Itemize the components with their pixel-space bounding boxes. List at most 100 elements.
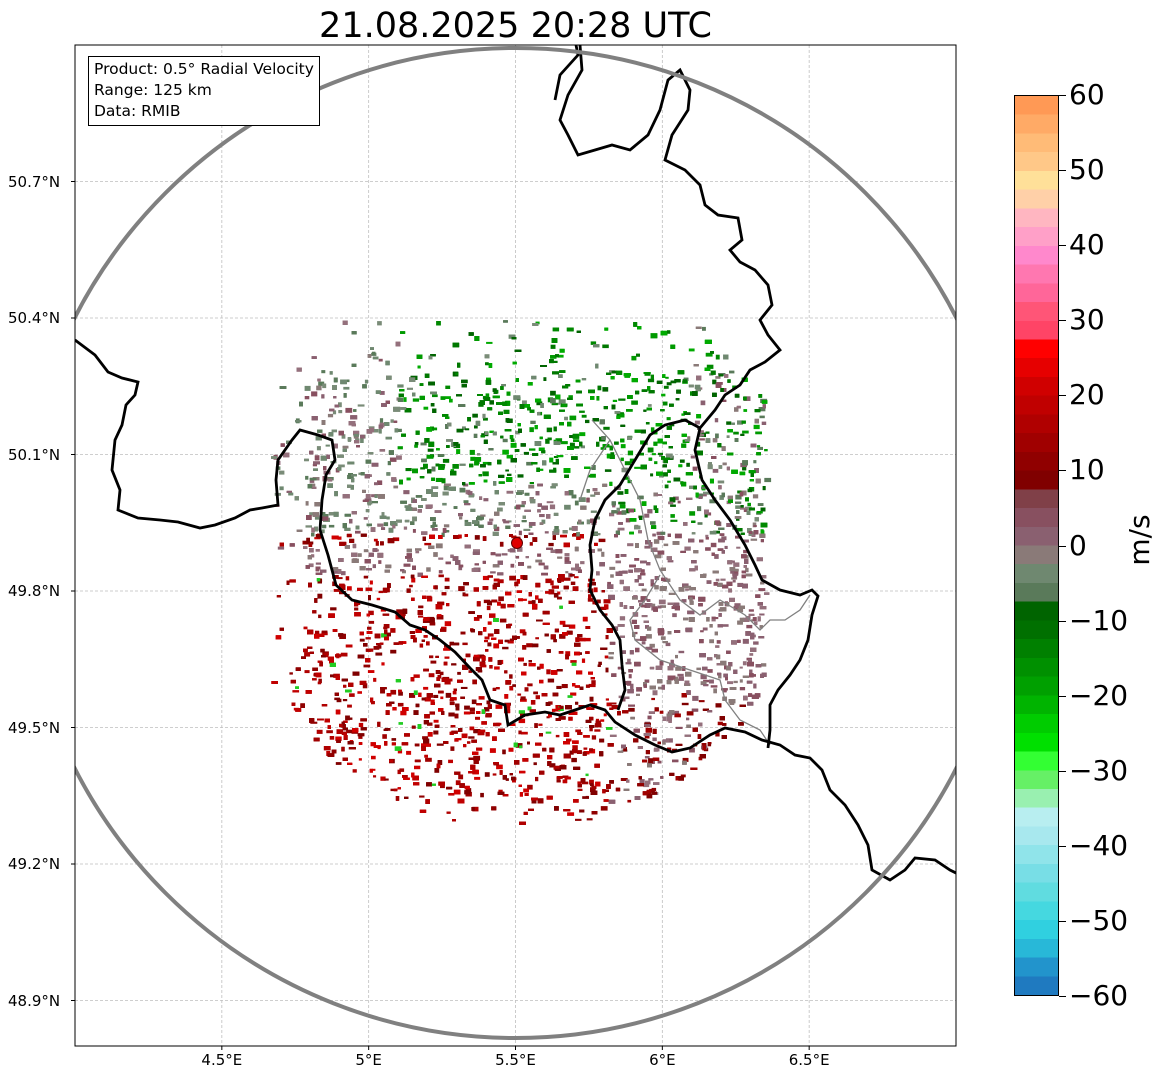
echo-pixel [709,499,716,504]
echo-pixel [442,502,447,506]
echo-pixel [368,620,375,624]
echo-pixel [342,699,348,702]
echo-pixel [705,352,713,357]
echo-pixel [606,727,613,730]
echo-pixel [489,518,494,522]
echo-pixel [635,638,641,641]
echo-pixel [753,641,759,645]
echo-pixel [736,517,740,521]
echo-pixel [700,674,707,680]
echo-pixel [576,536,581,540]
echo-pixel [316,385,322,391]
echo-pixel [760,530,765,536]
echo-pixel [332,581,336,587]
echo-pixel [528,484,535,489]
echo-pixel [474,457,482,462]
echo-pixel [474,425,478,429]
echo-pixel [433,730,439,735]
echo-pixel [567,695,573,698]
echo-pixel [550,390,556,396]
echo-pixel [609,566,616,570]
map-title: 21.08.2025 20:28 UTC [319,6,712,46]
echo-pixel [321,632,328,636]
echo-pixel [764,449,768,452]
echo-pixel [337,577,343,580]
echo-pixel [590,787,596,792]
echo-pixel [463,711,471,715]
echo-pixel [397,702,404,707]
echo-pixel [576,670,583,675]
echo-pixel [518,504,525,508]
echo-pixel [427,732,433,737]
echo-pixel [439,671,444,676]
echo-pixel [440,696,444,700]
echo-pixel [665,376,669,379]
echo-pixel [518,530,522,536]
echo-pixel [472,413,478,418]
echo-pixel [585,419,590,424]
echo-pixel [632,612,639,617]
echo-pixel [570,660,577,663]
echo-pixel [647,404,652,407]
echo-pixel [581,781,589,785]
echo-pixel [308,563,314,568]
echo-pixel [688,348,695,352]
echo-pixel [468,670,472,673]
echo-pixel [521,731,528,735]
echo-pixel [489,748,496,753]
echo-pixel [549,504,556,510]
echo-pixel [548,542,554,547]
echo-pixel [487,633,494,637]
echo-pixel [380,776,386,781]
echo-pixel [345,715,350,721]
echo-pixel [547,755,553,760]
echo-pixel [419,795,425,798]
echo-pixel [403,490,410,495]
echo-pixel [747,488,753,493]
echo-pixel [499,618,507,623]
echo-pixel [486,377,491,381]
echo-pixel [459,463,466,466]
echo-pixel [647,378,655,383]
echo-pixel [499,541,504,547]
echo-pixel [489,665,493,669]
echo-pixel [490,571,496,574]
echo-pixel [436,321,441,326]
echo-pixel [495,687,500,690]
echo-pixel [589,726,593,732]
echo-pixel [712,468,719,473]
echo-pixel [698,700,705,703]
echo-pixel [358,472,362,475]
echo-pixel [580,561,585,565]
echo-pixel [428,673,435,678]
echo-pixel [758,407,766,412]
echo-pixel [474,776,481,780]
echo-pixel [575,729,581,733]
echo-pixel [418,692,422,697]
echo-pixel [543,377,547,381]
echo-pixel [489,430,494,433]
echo-pixel [634,558,640,561]
echo-pixel [363,549,369,553]
echo-pixel [462,426,466,430]
echo-pixel [424,743,431,747]
echo-pixel [551,708,556,712]
echo-pixel [692,466,698,471]
echo-pixel [304,670,310,674]
echo-pixel [553,456,559,458]
echo-pixel [713,688,717,694]
echo-pixel [326,730,333,734]
echo-pixel [528,600,536,605]
echo-pixel [436,743,444,746]
echo-pixel [600,447,607,450]
echo-pixel [523,662,527,666]
echo-pixel [534,723,538,728]
echo-pixel [492,773,497,776]
echo-pixel [455,780,461,786]
echo-pixel [468,736,475,739]
echo-pixel [717,721,723,726]
echo-pixel [403,397,407,402]
echo-pixel [681,413,685,416]
echo-pixel [464,519,469,523]
echo-pixel [679,459,685,463]
